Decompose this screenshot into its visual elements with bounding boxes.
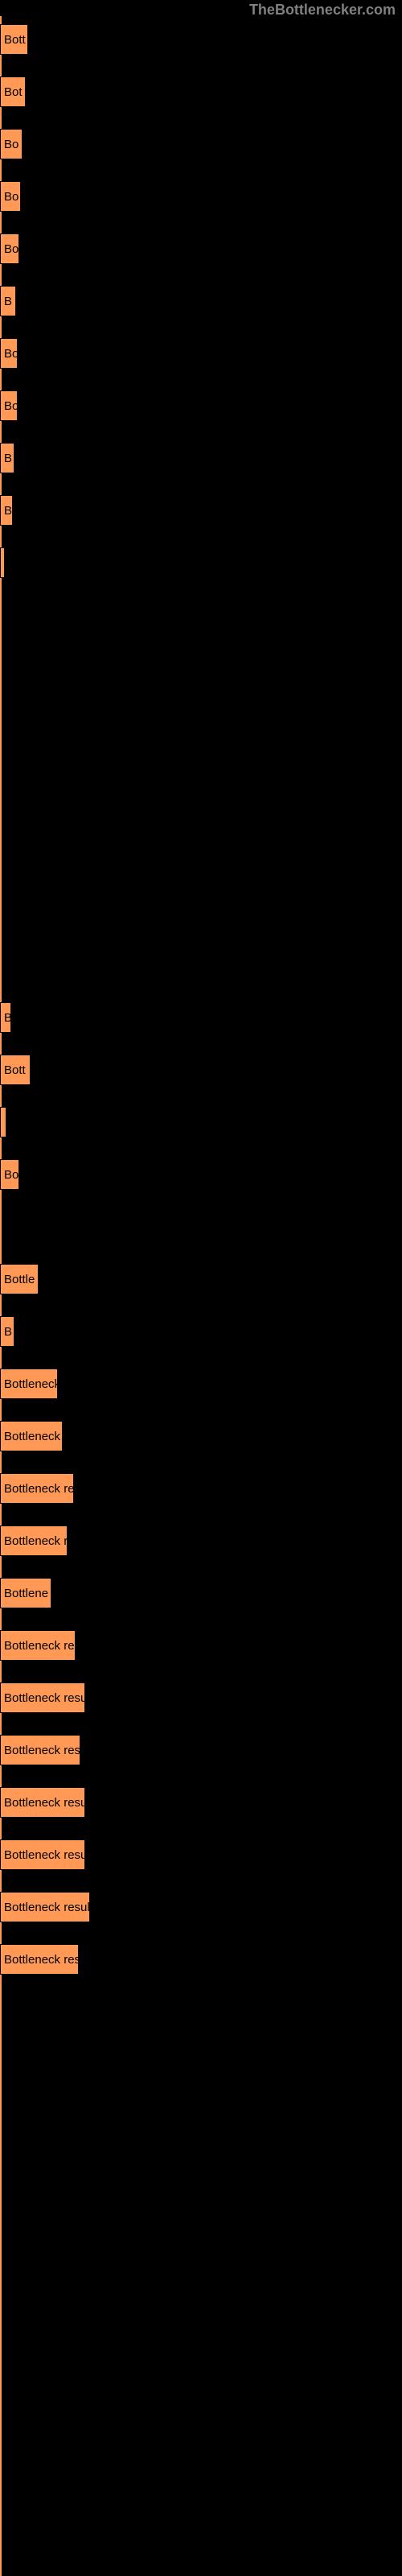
bar-row: Bottleneck resul <box>0 1892 90 1922</box>
bar-row: Bottle <box>0 1264 39 1294</box>
bar-row: Bott <box>0 1055 31 1085</box>
bar: Bottleneck <box>0 1368 58 1399</box>
bar-row: Bo <box>0 181 21 212</box>
bar: Bottleneck r <box>0 1525 68 1556</box>
bar-row <box>0 547 5 578</box>
bar-row: B <box>0 443 14 473</box>
bar-row: B <box>0 495 13 526</box>
bar: B <box>0 1002 11 1033</box>
bar: B <box>0 443 14 473</box>
bar-row: Bottleneck res <box>0 1944 79 1975</box>
bar: Bottleneck res <box>0 1944 79 1975</box>
bar: Bottleneck resu <box>0 1787 85 1818</box>
bar: Bottleneck re <box>0 1473 74 1504</box>
bar: Bottleneck resu <box>0 1839 85 1870</box>
bar-row: Bottleneck <box>0 1421 63 1451</box>
bar-row: Bo <box>0 1159 19 1190</box>
watermark-text: TheBottlenecker.com <box>249 2 396 19</box>
bar-row: Bo <box>0 338 18 369</box>
bar-row: Bottleneck re <box>0 1630 76 1661</box>
bar-row: Bottleneck resu <box>0 1839 85 1870</box>
bar: Bo <box>0 390 18 421</box>
bar: Bottleneck <box>0 1421 63 1451</box>
bar-row <box>0 1107 6 1137</box>
bar-row: B <box>0 1316 14 1347</box>
bar: Bottleneck resul <box>0 1892 90 1922</box>
bar-row: Bottlene <box>0 1578 51 1608</box>
bar-row: B <box>0 1002 11 1033</box>
bar: Bo <box>0 1159 19 1190</box>
bar-row: Bottleneck r <box>0 1525 68 1556</box>
bar: Bott <box>0 1055 31 1085</box>
bar <box>0 547 5 578</box>
bar-row: Bot <box>0 76 26 107</box>
bar: Bottleneck re <box>0 1630 76 1661</box>
bar: Bott <box>0 24 28 55</box>
bar: Bottlene <box>0 1578 51 1608</box>
bar: Bo <box>0 233 19 264</box>
bar-row: Bo <box>0 129 23 159</box>
bar <box>0 1107 6 1137</box>
bar: Bottleneck res <box>0 1735 80 1765</box>
bar: Bo <box>0 129 23 159</box>
bar: Bot <box>0 76 26 107</box>
bar-row: B <box>0 286 16 316</box>
bar-row: Bo <box>0 390 18 421</box>
bar: Bo <box>0 338 18 369</box>
bar-row: Bottleneck resu <box>0 1787 85 1818</box>
bar-row: Bottleneck re <box>0 1473 74 1504</box>
bar: B <box>0 495 13 526</box>
bar: Bottleneck resu <box>0 1682 85 1713</box>
bar: B <box>0 1316 14 1347</box>
bar-row: Bottleneck <box>0 1368 58 1399</box>
bar-row: Bott <box>0 24 28 55</box>
bar: Bo <box>0 181 21 212</box>
bar-row: Bo <box>0 233 19 264</box>
bar: B <box>0 286 16 316</box>
bar-row: Bottleneck res <box>0 1735 80 1765</box>
chart-container: TheBottlenecker.com BottBotBoBoBoBBoBoBB… <box>0 0 402 2576</box>
bar: Bottle <box>0 1264 39 1294</box>
bar-row: Bottleneck resu <box>0 1682 85 1713</box>
